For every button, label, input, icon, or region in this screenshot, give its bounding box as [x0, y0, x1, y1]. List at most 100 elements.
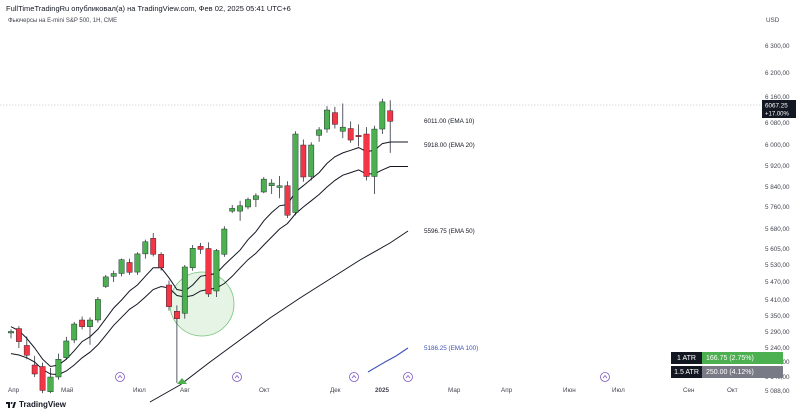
- candle: [371, 125, 378, 194]
- candle: [79, 316, 86, 330]
- candle: [260, 177, 267, 194]
- earnings-marker-icon[interactable]: [177, 378, 187, 384]
- price-axis-label: 6 200,00: [765, 70, 790, 77]
- tradingview-logo[interactable]: TradingView: [6, 400, 66, 409]
- ema-10-line: [10, 141, 408, 368]
- candle-body-down: [347, 128, 354, 141]
- candle-body-up: [339, 126, 346, 132]
- atr-label: 1.5 ATR: [671, 366, 702, 378]
- candle-body-down: [16, 328, 22, 342]
- candle: [39, 362, 46, 394]
- price-tag: 6067.25 +17.00%: [762, 100, 796, 118]
- price-axis-label: 5 530,00: [765, 262, 790, 269]
- price-axis-label: 5 350,00: [765, 313, 790, 320]
- symbol-title: Фьючерсы на E-mini S&P 500, 1Н, CME: [8, 18, 118, 24]
- event-marker-icon[interactable]: [115, 372, 125, 382]
- candle: [16, 326, 22, 348]
- candle-body-down: [300, 144, 307, 178]
- price-axis-label: 5 605,00: [765, 246, 790, 253]
- atr-value: 250.00 (4.12%): [702, 366, 783, 378]
- candle: [55, 353, 62, 380]
- candle-body-down: [126, 262, 133, 273]
- candle-body-up: [276, 185, 283, 188]
- candle-body-up: [71, 323, 78, 341]
- candle-body-up: [94, 299, 101, 321]
- event-marker-icon[interactable]: [403, 372, 413, 382]
- time-axis-label: Апр: [8, 387, 20, 394]
- event-marker-icon[interactable]: [349, 372, 359, 382]
- candle: [379, 98, 386, 134]
- candle: [189, 245, 196, 271]
- candle-body-up: [221, 228, 228, 255]
- candle: [213, 249, 220, 297]
- price-axis-label: 6 160,00: [765, 94, 790, 101]
- candle-body-down: [166, 284, 172, 307]
- candle-body-down: [150, 238, 157, 255]
- candle-body-up: [245, 199, 251, 208]
- candle: [173, 305, 180, 383]
- time-axis-label: Апр: [501, 387, 513, 394]
- atr-label: 1 ATR: [671, 352, 702, 364]
- candle-body-up: [252, 195, 259, 200]
- candle-body-down: [355, 135, 362, 137]
- candle: [324, 106, 330, 133]
- ema-20-line: [10, 166, 408, 376]
- candle-body-up: [110, 273, 117, 277]
- candle-body-down: [284, 185, 291, 216]
- candle-body-down: [387, 110, 394, 122]
- candle-body-up: [308, 144, 315, 177]
- candle: [221, 226, 228, 257]
- candle: [387, 100, 394, 153]
- candle-body-up: [268, 182, 275, 186]
- candle: [308, 142, 315, 181]
- ema-100-label: 5186.25 (EMA 100): [424, 345, 478, 352]
- candle-body-down: [79, 319, 86, 327]
- candle: [23, 336, 30, 360]
- candle-body-up: [379, 101, 386, 130]
- candle: [252, 193, 259, 207]
- candle-body-down: [332, 112, 338, 125]
- time-axis-label: Окт: [259, 387, 270, 394]
- tradingview-logo-text: TradingView: [19, 400, 66, 409]
- candle: [126, 258, 133, 275]
- publish-header: FullTimeTradingRu опубликовал(а) на Trad…: [6, 4, 291, 13]
- candle: [300, 139, 307, 182]
- candle: [268, 179, 275, 194]
- time-axis-label: Мар: [448, 387, 461, 394]
- candle-body-up: [134, 253, 141, 273]
- candle: [205, 242, 212, 297]
- candle: [363, 127, 370, 181]
- candle: [245, 197, 251, 210]
- candle-body-up: [118, 259, 125, 274]
- candle: [316, 127, 322, 142]
- price-axis-label: 5 088,00: [765, 388, 790, 395]
- time-axis-label: Окт: [727, 387, 738, 394]
- ema-10-label: 6011.00 (EMA 10): [424, 118, 474, 125]
- candle: [8, 329, 14, 339]
- candle: [292, 131, 299, 216]
- candle: [276, 175, 283, 199]
- candle: [166, 280, 172, 311]
- candle-body-up: [8, 331, 14, 334]
- candle: [94, 297, 101, 323]
- candle-body-up: [102, 276, 109, 287]
- candle-body-up: [213, 250, 220, 292]
- candle: [142, 239, 149, 259]
- price-tag-value: 6067.25: [765, 103, 788, 110]
- candle: [63, 336, 70, 360]
- price-axis-label: 5 290,00: [765, 329, 790, 336]
- candle-body-up: [316, 129, 322, 136]
- price-axis-label: 5 760,00: [765, 204, 790, 211]
- price-axis-label: 6 300,00: [765, 43, 790, 50]
- candle-body-up: [87, 319, 93, 327]
- atr-1-5-box: 1.5 ATR 250.00 (4.12%): [671, 366, 783, 378]
- event-marker-icon[interactable]: [232, 372, 242, 382]
- event-marker-icon[interactable]: [600, 372, 610, 382]
- candle-body-up: [63, 340, 70, 358]
- candle: [347, 121, 354, 143]
- candle: [87, 317, 93, 345]
- time-axis-label: 2025: [375, 387, 390, 394]
- candle: [229, 205, 236, 214]
- price-axis-label: 5 410,00: [765, 297, 790, 304]
